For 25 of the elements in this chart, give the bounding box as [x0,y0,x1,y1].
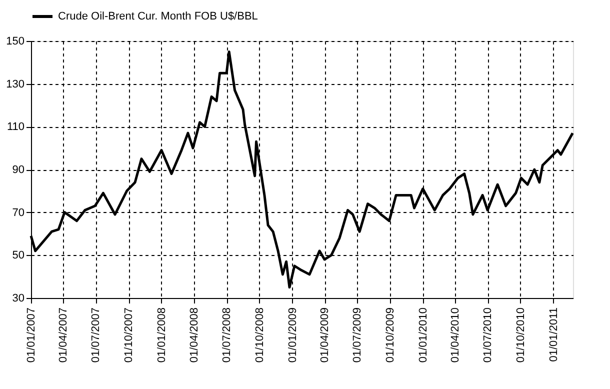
x-tick-label: 01/01/2009 [286,308,299,363]
y-tick-label: 110 [6,121,24,134]
x-tick-label: 01/07/2009 [352,308,364,363]
y-tick-label: 70 [12,206,24,219]
x-tick-label: 01/10/2010 [514,308,527,363]
x-tick-label: 01/01/2010 [417,308,430,363]
x-tick-label: 01/04/2010 [450,308,462,363]
y-tick-label: 30 [12,292,24,304]
y-tick-label: 50 [12,250,24,262]
legend-label: Crude Oil-Brent Cur. Month FOB U$/BBL [58,10,258,22]
x-tick-label: 01/07/2007 [90,308,102,363]
x-tick-label: 01/04/2008 [188,308,201,363]
y-tick-label: 130 [6,78,24,90]
x-tick-label: 01/10/2007 [123,308,136,363]
x-tick-label: 01/04/2007 [58,308,70,363]
x-tick-label: 01/07/2008 [221,308,234,363]
x-tick-label: 01/10/2009 [384,308,396,363]
x-tick-label: 01/01/2011 [548,308,560,362]
x-tick-label: 01/01/2008 [156,308,168,363]
x-tick-label: 01/01/2007 [26,308,38,363]
y-tick-label: 90 [12,164,24,176]
y-tick-label: 150 [6,36,24,48]
x-tick-label: 01/04/2009 [319,308,332,363]
x-tick-label: 01/10/2008 [254,308,266,363]
x-tick-label: 01/07/2010 [482,308,494,363]
